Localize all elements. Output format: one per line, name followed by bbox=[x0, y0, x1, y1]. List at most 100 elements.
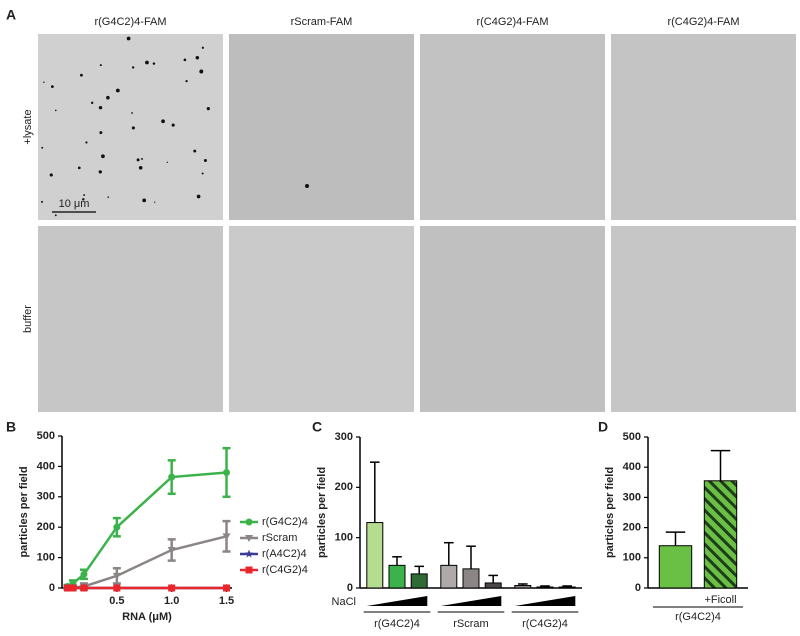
particle bbox=[141, 157, 144, 160]
particle bbox=[106, 95, 110, 100]
y-axis-label: particles per field bbox=[316, 467, 328, 558]
particle bbox=[54, 109, 57, 112]
nacl-wedge bbox=[514, 596, 576, 606]
y-tick-label: 300 bbox=[335, 431, 353, 443]
marker bbox=[168, 584, 176, 592]
bar bbox=[410, 573, 428, 589]
particle bbox=[171, 123, 175, 127]
y-axis-label: particles per field bbox=[18, 466, 30, 557]
particle bbox=[131, 112, 133, 114]
y-tick-label: 0 bbox=[347, 582, 353, 594]
bar bbox=[658, 545, 693, 589]
particle bbox=[161, 119, 165, 124]
particle bbox=[126, 36, 131, 41]
panel-label: D bbox=[598, 419, 608, 435]
y-tick-label: 100 bbox=[335, 532, 353, 544]
bar bbox=[558, 586, 576, 589]
group-label: rScram bbox=[453, 618, 488, 630]
particle bbox=[142, 198, 147, 203]
particle bbox=[185, 79, 188, 83]
particle bbox=[196, 194, 201, 199]
micrograph bbox=[420, 34, 605, 220]
bar bbox=[440, 564, 458, 589]
y-tick-label: 400 bbox=[623, 461, 641, 473]
y-tick-label: 100 bbox=[623, 552, 641, 564]
particle bbox=[201, 172, 204, 175]
particle bbox=[107, 196, 109, 198]
particle bbox=[206, 107, 210, 111]
bar bbox=[514, 584, 532, 589]
particle bbox=[203, 159, 207, 163]
x-tick-label: 0.5 bbox=[109, 595, 124, 607]
micrograph bbox=[420, 226, 605, 412]
panel-label: B bbox=[6, 419, 16, 435]
marker bbox=[222, 533, 231, 541]
y-tick-label: 300 bbox=[623, 491, 641, 503]
particle bbox=[41, 146, 44, 149]
particle bbox=[166, 161, 168, 163]
panel-label: C bbox=[312, 419, 322, 435]
y-tick-label: 100 bbox=[37, 552, 55, 564]
bar bbox=[366, 522, 384, 589]
y-tick-label: 0 bbox=[49, 582, 55, 594]
particle bbox=[41, 200, 44, 203]
micrograph bbox=[38, 226, 223, 412]
y-tick-label: 200 bbox=[335, 481, 353, 493]
nacl-wedge bbox=[366, 596, 428, 606]
row-label: +lysate bbox=[22, 109, 34, 144]
panel-label: A bbox=[6, 7, 16, 23]
marker bbox=[245, 535, 253, 542]
particle bbox=[99, 131, 103, 135]
y-tick-label: 200 bbox=[37, 521, 55, 533]
particle bbox=[138, 165, 143, 170]
marker bbox=[80, 570, 88, 578]
marker bbox=[80, 584, 88, 592]
micrograph bbox=[611, 34, 796, 220]
particle bbox=[80, 73, 83, 77]
micrograph bbox=[229, 226, 414, 412]
marker bbox=[244, 549, 254, 558]
marker bbox=[69, 584, 77, 592]
legend-label: rScram bbox=[262, 532, 297, 544]
marker bbox=[63, 584, 71, 592]
bar bbox=[462, 568, 480, 589]
x-tick-label: 1.0 bbox=[164, 595, 179, 607]
particle bbox=[50, 85, 54, 89]
particle bbox=[131, 66, 135, 69]
legend-label: r(A4C2)4 bbox=[262, 548, 307, 560]
nacl-label: NaCl bbox=[332, 596, 356, 608]
particle bbox=[83, 194, 86, 196]
particle bbox=[82, 198, 85, 201]
particle bbox=[98, 170, 102, 174]
marker bbox=[113, 523, 121, 531]
particle bbox=[145, 60, 149, 65]
particle bbox=[101, 154, 105, 159]
particle bbox=[91, 101, 94, 105]
column-title: r(C4G2)4-FAM bbox=[476, 16, 548, 28]
particle bbox=[98, 105, 103, 110]
particle bbox=[201, 46, 204, 49]
group-label: r(G4C2)4 bbox=[675, 611, 721, 623]
particle bbox=[131, 126, 135, 130]
micrographs: r(G4C2)4-FAM rScram-FAM r(C4G2)4-FAM r(C4G2… bbox=[22, 16, 796, 412]
column-title: r(G4C2)4-FAM bbox=[94, 16, 166, 28]
y-tick-label: 500 bbox=[37, 430, 55, 442]
particle bbox=[49, 173, 53, 177]
particle bbox=[85, 141, 88, 144]
micrograph bbox=[611, 226, 796, 412]
particle bbox=[152, 62, 156, 65]
particle bbox=[305, 184, 309, 188]
marker bbox=[223, 584, 231, 592]
marker bbox=[112, 572, 121, 580]
marker bbox=[245, 518, 253, 526]
particle bbox=[195, 56, 200, 60]
marker bbox=[245, 566, 253, 574]
column-title: rScram-FAM bbox=[291, 16, 353, 28]
particle bbox=[183, 58, 187, 62]
y-tick-label: 400 bbox=[37, 460, 55, 472]
y-tick-label: 500 bbox=[623, 431, 641, 443]
y-axis-label: particles per field bbox=[604, 467, 616, 558]
y-tick-label: 300 bbox=[37, 491, 55, 503]
group-label: r(G4C2)4 bbox=[374, 618, 420, 630]
